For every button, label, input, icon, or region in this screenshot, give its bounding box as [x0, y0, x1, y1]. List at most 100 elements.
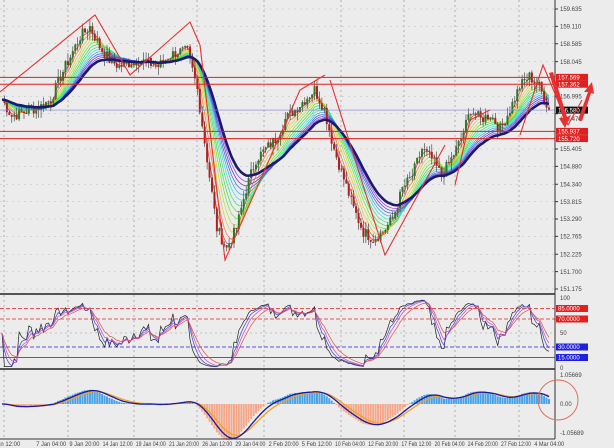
candle-body	[286, 113, 289, 119]
candle-body	[303, 102, 306, 105]
candle-body	[171, 51, 174, 59]
oscillator-level-tag	[556, 354, 588, 361]
candle-body	[513, 100, 516, 102]
candle-body	[88, 26, 91, 33]
trend-annotation-line	[199, 44, 326, 263]
moving-average-line	[1, 55, 550, 212]
candle-body	[474, 113, 477, 115]
candle-body	[401, 187, 404, 192]
candle-body	[198, 88, 201, 113]
x-tick-label: 14 Jan 12:00	[103, 442, 134, 448]
candle-body	[203, 126, 206, 144]
candle-body	[98, 38, 101, 49]
oscillator-level-label: 85.0000	[558, 307, 580, 313]
candle-body	[64, 61, 67, 73]
main-price-panel[interactable]	[0, 19, 555, 252]
oscillator-level-label: 70.0000	[558, 317, 580, 323]
macd-line	[1, 389, 550, 439]
candle-body	[215, 208, 218, 232]
candle-body	[169, 58, 172, 60]
candle-body	[342, 168, 345, 180]
candle-body	[35, 107, 38, 114]
candle-body	[452, 155, 455, 158]
candle-body	[254, 164, 257, 170]
candle-body	[259, 151, 262, 161]
candle-body	[291, 110, 294, 117]
candle-body	[71, 50, 74, 58]
candle-body	[411, 176, 414, 178]
candle-body	[482, 117, 485, 123]
candle-body	[3, 99, 6, 103]
moving-average-line	[1, 38, 550, 233]
candle-body	[294, 109, 297, 117]
y-tick-label: 151.175	[560, 287, 582, 293]
candle-body	[22, 111, 25, 113]
candle-body	[264, 147, 267, 150]
candle-body	[49, 101, 52, 104]
moving-average-line	[1, 44, 550, 226]
candle-body	[130, 65, 133, 68]
y-tick-label: 153.290	[560, 217, 582, 223]
candle-body	[66, 61, 69, 66]
candle-body	[428, 150, 431, 152]
candle-body	[279, 134, 282, 140]
candle-body	[47, 101, 50, 103]
x-tick-label: Jan 12:00	[0, 442, 21, 448]
candle-body	[450, 157, 453, 163]
candle-body	[325, 108, 328, 125]
candle-body	[486, 114, 489, 120]
candle-body	[416, 157, 419, 164]
candle-body	[132, 62, 135, 66]
candle-body	[489, 117, 492, 120]
candle-body	[74, 44, 77, 51]
y-tick-label: 154.880	[560, 165, 582, 171]
candle-body	[396, 208, 399, 213]
candle-body	[208, 162, 211, 178]
oscillator-panel[interactable]	[0, 299, 555, 367]
candle-body	[247, 178, 250, 194]
candle-body	[362, 227, 365, 237]
candle-body	[252, 169, 255, 171]
candle-body	[118, 65, 121, 68]
y-tick-label: 152.225	[560, 252, 582, 258]
oscillator-level-label: 30.0000	[558, 345, 580, 351]
candle-body	[154, 65, 157, 67]
candle-body	[421, 149, 424, 157]
candle-body	[62, 72, 65, 81]
arrow-up-icon	[578, 82, 594, 121]
candle-body	[423, 149, 426, 151]
candle-body	[103, 51, 106, 59]
candle-body	[281, 129, 284, 135]
candle-body	[186, 46, 189, 48]
candle-body	[106, 51, 109, 59]
candle-body	[152, 65, 155, 67]
grid	[0, 0, 555, 437]
candle-body	[540, 81, 543, 92]
candle-body	[455, 146, 458, 156]
candle-body	[115, 63, 118, 68]
candle-body	[230, 243, 233, 245]
candle-body	[213, 191, 216, 209]
moving-average-line	[1, 35, 550, 236]
candle-body	[44, 102, 47, 109]
candle-body	[8, 112, 11, 115]
candle-body	[464, 119, 467, 133]
candle-body	[511, 101, 514, 114]
candle-body	[306, 98, 309, 105]
candle-body	[359, 223, 362, 228]
candle-body	[242, 199, 245, 208]
macd-panel[interactable]	[1, 389, 550, 441]
candle-body	[91, 26, 94, 34]
price-level-tag	[556, 73, 588, 81]
candle-body	[523, 79, 526, 81]
oscillator-level-tag	[556, 315, 588, 323]
candle-body	[32, 107, 35, 114]
candle-body	[145, 59, 148, 61]
candle-body	[240, 207, 243, 215]
candle-body	[69, 57, 72, 66]
candle-body	[467, 114, 470, 120]
candle-body	[369, 240, 372, 242]
trend-annotation-line	[0, 14, 201, 93]
price-level-label: 157.569	[558, 76, 580, 82]
